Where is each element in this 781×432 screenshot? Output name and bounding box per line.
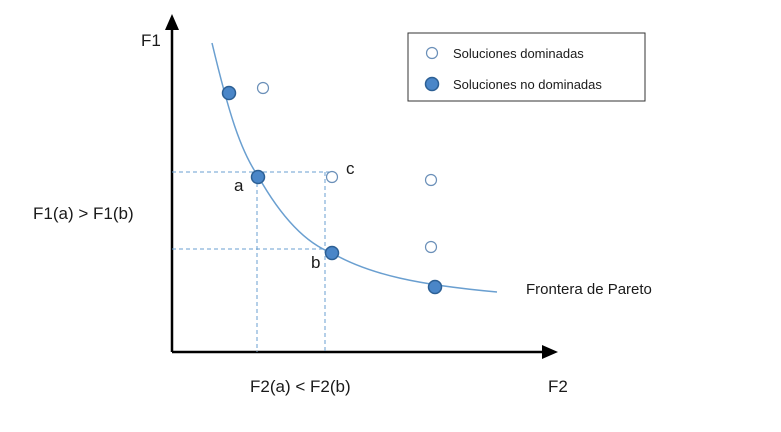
non-dominated-point-a xyxy=(250,169,266,185)
non-dominated-point xyxy=(221,85,237,101)
dominated-point xyxy=(424,173,438,187)
point-label-a: a xyxy=(234,176,244,195)
dominated-point-c xyxy=(325,170,339,184)
legend: Soluciones dominadas Soluciones no domin… xyxy=(407,32,646,102)
x-axis-label: F2 xyxy=(548,377,568,396)
point-label-b: b xyxy=(311,253,320,272)
legend-hollow-marker xyxy=(425,46,439,60)
dominated-point xyxy=(424,240,438,254)
annotation-f2-comparison: F2(a) < F2(b) xyxy=(250,377,351,396)
non-dominated-point-b xyxy=(324,245,340,261)
x-axis-arrow xyxy=(542,345,558,359)
non-dominated-point xyxy=(427,279,443,295)
legend-filled-marker xyxy=(424,76,440,92)
dominated-point xyxy=(256,81,270,95)
legend-label-non-dominated: Soluciones no dominadas xyxy=(453,77,602,92)
annotation-f1-comparison: F1(a) > F1(b) xyxy=(33,204,134,223)
frontier-label: Frontera de Pareto xyxy=(526,281,652,298)
y-axis-arrow xyxy=(165,14,179,30)
legend-box xyxy=(407,32,646,102)
pareto-frontier-curve xyxy=(211,42,498,293)
point-label-c: c xyxy=(346,159,355,178)
legend-label-dominated: Soluciones dominadas xyxy=(453,46,584,61)
y-axis-label: F1 xyxy=(141,31,161,50)
